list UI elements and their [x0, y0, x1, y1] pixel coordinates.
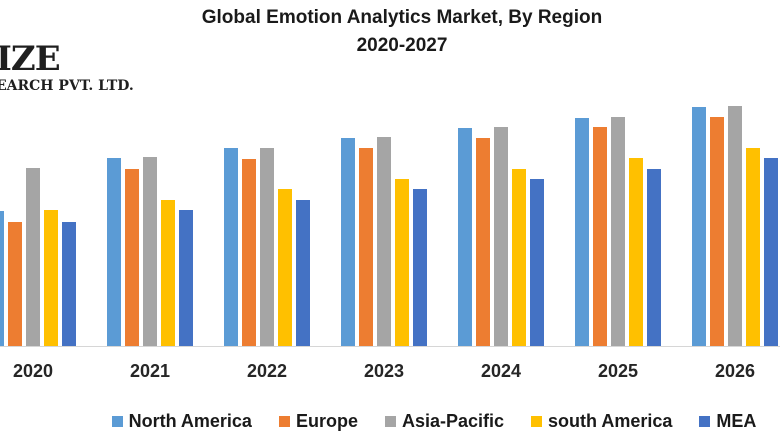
legend-swatch-europe — [278, 415, 290, 427]
plot-area — [0, 106, 780, 347]
legend-label-europe: Europe — [295, 410, 358, 431]
bar-north-america-2020 — [0, 211, 4, 346]
bar-asia-pacific-2025 — [611, 117, 625, 346]
legend-swatch-asia-pacific — [384, 415, 396, 427]
bar-north-america-2023 — [341, 138, 355, 346]
bar-mea-2023 — [413, 189, 427, 346]
bar-south-america-2024 — [512, 169, 526, 346]
bar-mea-2024 — [530, 179, 544, 346]
bar-mea-2026 — [764, 158, 778, 346]
x-tick-2025: 2025 — [597, 361, 639, 381]
x-tick-2022: 2022 — [246, 361, 288, 381]
x-tick-2024: 2024 — [480, 361, 522, 381]
chart-title-line1: Global Emotion Analytics Market, By Regi… — [201, 7, 603, 28]
bar-south-america-2020 — [44, 210, 58, 346]
chart-title-line2: 2020-2027 — [356, 35, 448, 56]
bar-north-america-2022 — [224, 148, 238, 346]
bar-asia-pacific-2026 — [728, 106, 742, 346]
legend-swatch-mea — [699, 415, 711, 427]
bar-asia-pacific-2021 — [143, 157, 157, 346]
legend-swatch-north-america — [111, 415, 123, 427]
x-axis-ticks: 2020 2021 2022 2023 2024 2025 2026 — [0, 361, 780, 387]
bar-asia-pacific-2024 — [494, 127, 508, 346]
bar-south-america-2022 — [278, 189, 292, 346]
legend-item-south-america: south America — [531, 411, 672, 432]
x-tick-2026: 2026 — [714, 361, 756, 381]
bar-europe-2025 — [593, 127, 607, 346]
x-tick-2020: 2020 — [12, 361, 54, 381]
logo-text-bottom: EARCH PVT. LTD. — [0, 78, 134, 94]
legend-item-europe: Europe — [278, 410, 358, 432]
bar-mea-2021 — [179, 210, 193, 346]
x-tick-2021: 2021 — [129, 361, 171, 381]
bar-south-america-2026 — [746, 148, 760, 346]
chart-title: Global Emotion Analytics Market, By Regi… — [24, 4, 780, 60]
x-tick-2023: 2023 — [363, 361, 405, 381]
bar-asia-pacific-2023 — [377, 137, 391, 346]
bar-europe-2024 — [476, 138, 490, 346]
legend-item-asia-pacific: Asia-Pacific — [384, 410, 505, 432]
legend-label-mea: MEA — [716, 410, 757, 431]
bar-mea-2020 — [62, 222, 76, 346]
bar-south-america-2023 — [395, 179, 409, 346]
bar-europe-2020 — [8, 222, 22, 346]
bar-europe-2021 — [125, 169, 139, 346]
bar-mea-2025 — [647, 169, 661, 346]
legend-label-asia-pacific: Asia-Pacific — [401, 410, 505, 431]
chart-legend: North America Europe Asia-Pacific south Ame… — [0, 408, 780, 434]
bar-north-america-2021 — [107, 158, 121, 346]
bar-north-america-2025 — [575, 118, 589, 346]
bar-asia-pacific-2020 — [26, 168, 40, 346]
bar-europe-2023 — [359, 148, 373, 346]
legend-label-south-america: south America — [548, 410, 673, 431]
legend-label-north-america: North America — [128, 410, 252, 431]
bar-north-america-2024 — [458, 128, 472, 346]
logo-text-top: IZE — [0, 39, 61, 79]
legend-item-north-america: North America — [111, 410, 252, 432]
bar-mea-2022 — [296, 200, 310, 346]
bar-asia-pacific-2022 — [260, 148, 274, 346]
bar-europe-2022 — [242, 159, 256, 346]
legend-item-mea: MEA — [699, 411, 756, 432]
bar-europe-2026 — [710, 117, 724, 346]
bar-south-america-2025 — [629, 158, 643, 346]
legend-swatch-south-america — [531, 415, 543, 427]
bar-south-america-2021 — [161, 200, 175, 346]
bar-north-america-2026 — [692, 107, 706, 346]
publisher-logo: IZE EARCH PVT. LTD. — [0, 42, 134, 93]
